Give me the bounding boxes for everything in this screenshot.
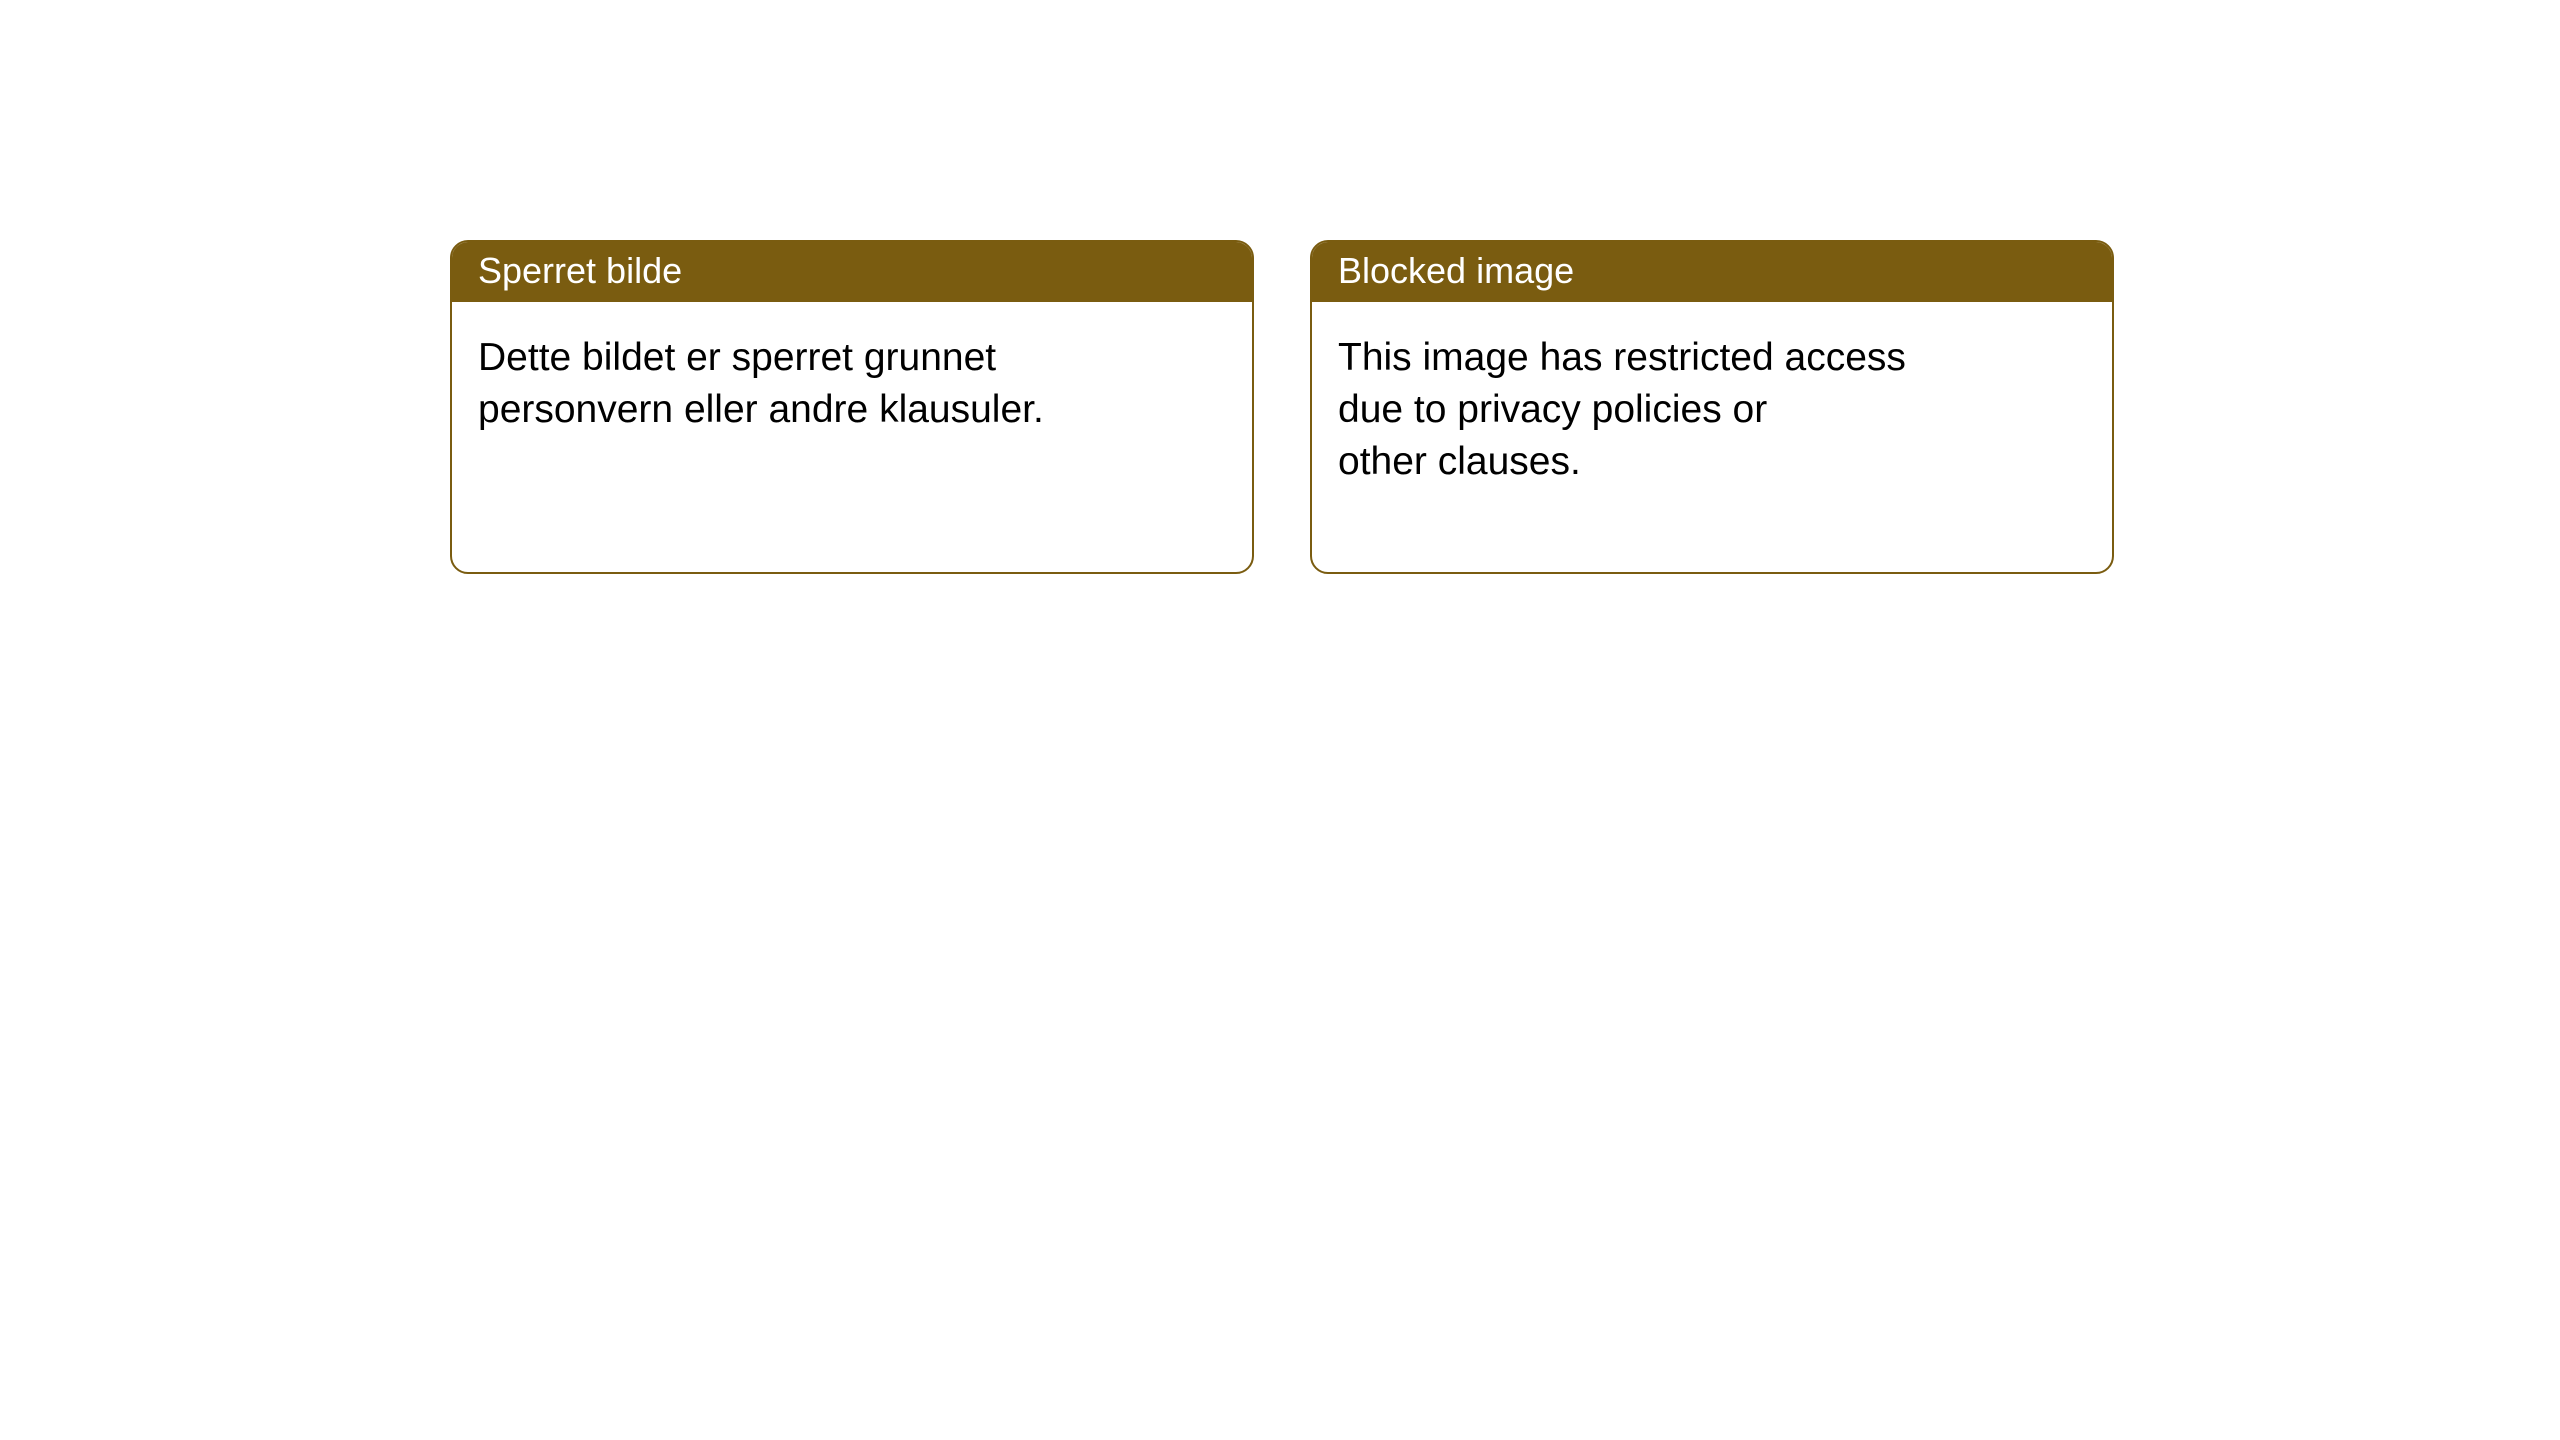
notice-body-english: This image has restricted access due to …: [1312, 302, 2112, 488]
notice-title-norwegian: Sperret bilde: [452, 242, 1252, 302]
notice-card-norwegian: Sperret bilde Dette bildet er sperret gr…: [450, 240, 1254, 574]
notice-title-english: Blocked image: [1312, 242, 2112, 302]
notice-card-english: Blocked image This image has restricted …: [1310, 240, 2114, 574]
notice-body-norwegian: Dette bildet er sperret grunnet personve…: [452, 302, 1252, 436]
notice-container: Sperret bilde Dette bildet er sperret gr…: [0, 0, 2560, 574]
